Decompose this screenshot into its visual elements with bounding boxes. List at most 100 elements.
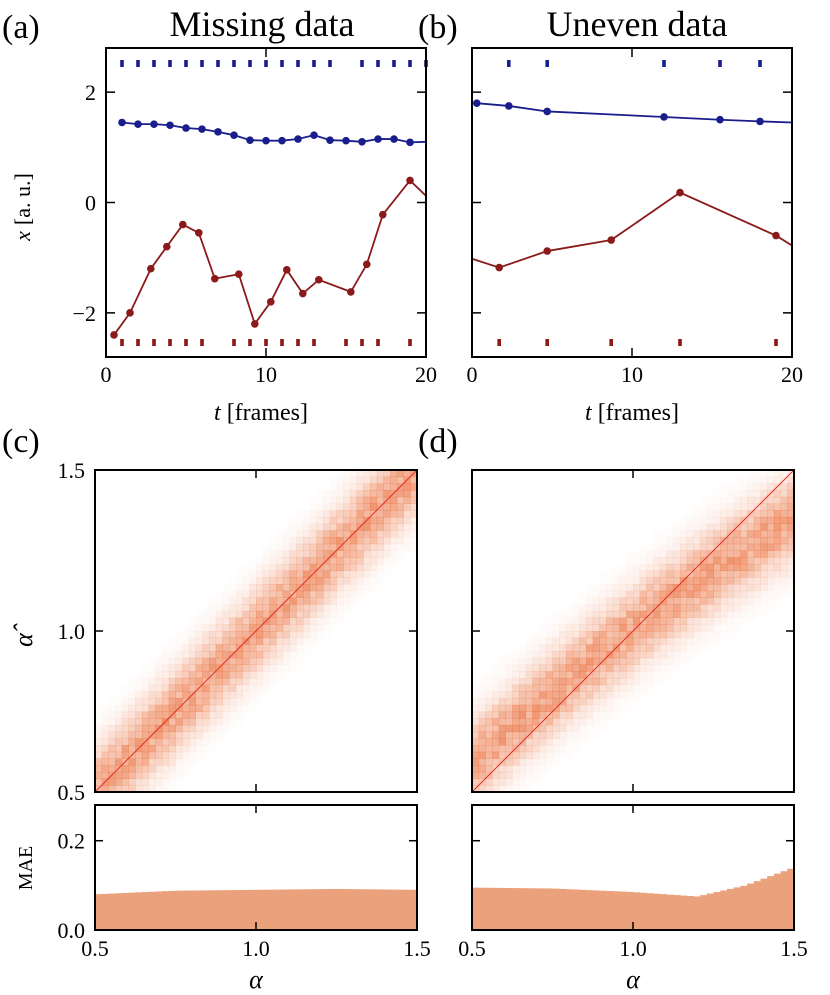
heatmap-cell [679, 610, 688, 618]
heatmap-cell [222, 704, 230, 712]
heatmap-cell [586, 651, 594, 659]
heatmap-cell [102, 705, 109, 712]
data-point [363, 260, 371, 269]
heatmap-cell [276, 671, 283, 678]
heatmap-cell [559, 711, 567, 719]
heatmap-cell [349, 523, 358, 531]
heatmap-cell [720, 577, 728, 585]
heatmap-cell [155, 691, 163, 699]
heatmap-cell [115, 724, 123, 733]
heatmap-cell [215, 631, 223, 639]
heatmap-cell [189, 758, 196, 765]
heatmap-cell [767, 530, 775, 538]
heatmap-cell [162, 765, 170, 773]
heatmap-cell [243, 564, 250, 571]
heatmap-cell [659, 550, 667, 558]
heatmap-cell [659, 651, 667, 659]
heatmap-cell [633, 551, 640, 558]
heatmap-cell [552, 651, 560, 659]
heatmap-cell [249, 705, 256, 712]
heatmap-cell [356, 577, 364, 585]
heatmap-cell [586, 637, 594, 645]
heatmap-cell [518, 704, 527, 712]
heatmap-cell [525, 698, 533, 706]
mae-bar [235, 890, 243, 930]
heatmap-cell [383, 557, 390, 564]
heatmap-cell [316, 617, 324, 625]
heatmap-cell [518, 751, 527, 759]
heatmap-cell [646, 624, 654, 632]
heatmap-cell [215, 698, 223, 706]
heatmap-cell [283, 530, 290, 537]
heatmap-cell [633, 590, 641, 598]
heatmap-cell [343, 584, 351, 592]
heatmap-cell [606, 631, 614, 639]
panel-a-ylabel: x[a. u.] [10, 173, 35, 242]
heatmap-cell [673, 570, 681, 578]
heatmap-cell [693, 537, 701, 545]
data-point [147, 264, 155, 273]
mae-bar [108, 893, 116, 930]
mae-bar [512, 888, 520, 930]
heatmap-cell [215, 617, 223, 625]
heatmap-cell [653, 544, 660, 551]
heatmap-cell [472, 724, 480, 733]
heatmap-cell [733, 516, 741, 525]
heatmap-cell [121, 698, 129, 706]
data-point [495, 263, 504, 272]
heatmap-cell [256, 677, 264, 686]
heatmap-cell [209, 637, 217, 645]
heatmap-cell [309, 537, 317, 545]
heatmap-cell [262, 631, 270, 639]
sample-mark [545, 60, 549, 67]
heatmap-cell [168, 657, 176, 665]
heatmap-cell [101, 771, 109, 779]
mae-bar [713, 892, 721, 930]
heatmap-cell [276, 584, 284, 592]
heatmap-cell [376, 557, 384, 565]
sample-mark [264, 60, 268, 67]
sample-mark [200, 339, 204, 346]
heatmap-cell [579, 657, 587, 665]
heatmap-cell [586, 617, 594, 625]
heatmap-cell [545, 664, 553, 672]
heatmap-cell [377, 577, 384, 584]
heatmap-cell [175, 724, 183, 733]
heatmap-cell [329, 496, 337, 504]
heatmap-cell [343, 611, 350, 618]
heatmap-cell [639, 597, 647, 605]
heatmap-cell [396, 523, 404, 531]
sample-mark [507, 60, 511, 67]
heatmap-cell [289, 537, 297, 545]
heatmap-cell [619, 584, 627, 592]
heatmap-cell [209, 738, 216, 745]
heatmap-cell [713, 577, 721, 585]
heatmap-cell [633, 685, 640, 692]
heatmap-cell [720, 604, 728, 612]
heatmap-cell [155, 738, 163, 746]
mae-bar [269, 889, 277, 930]
heatmap-cell [290, 517, 297, 524]
heatmap-cell [753, 557, 761, 565]
heatmap-cell [202, 611, 209, 618]
heatmap-cell [222, 718, 230, 726]
heatmap-cell [553, 611, 560, 618]
heatmap-cell [518, 657, 527, 665]
heatmap-cell [552, 637, 560, 645]
heatmap-cell [679, 617, 688, 625]
heatmap-cell [222, 617, 230, 625]
heatmap-cell [202, 637, 210, 645]
heatmap-cell [323, 563, 331, 572]
heatmap-cell [673, 658, 680, 665]
heatmap-cell [539, 711, 547, 719]
heatmap-cell [209, 718, 217, 726]
heatmap-cell [606, 604, 614, 612]
heatmap-cell [472, 771, 480, 779]
heatmap-cell [700, 570, 708, 578]
mae-bar [343, 889, 351, 930]
heatmap-cell [403, 530, 411, 538]
heatmap-cell [249, 644, 257, 652]
xlabel-var: t [214, 400, 222, 426]
heatmap-cell [135, 691, 143, 699]
heatmap-cell [309, 523, 317, 531]
